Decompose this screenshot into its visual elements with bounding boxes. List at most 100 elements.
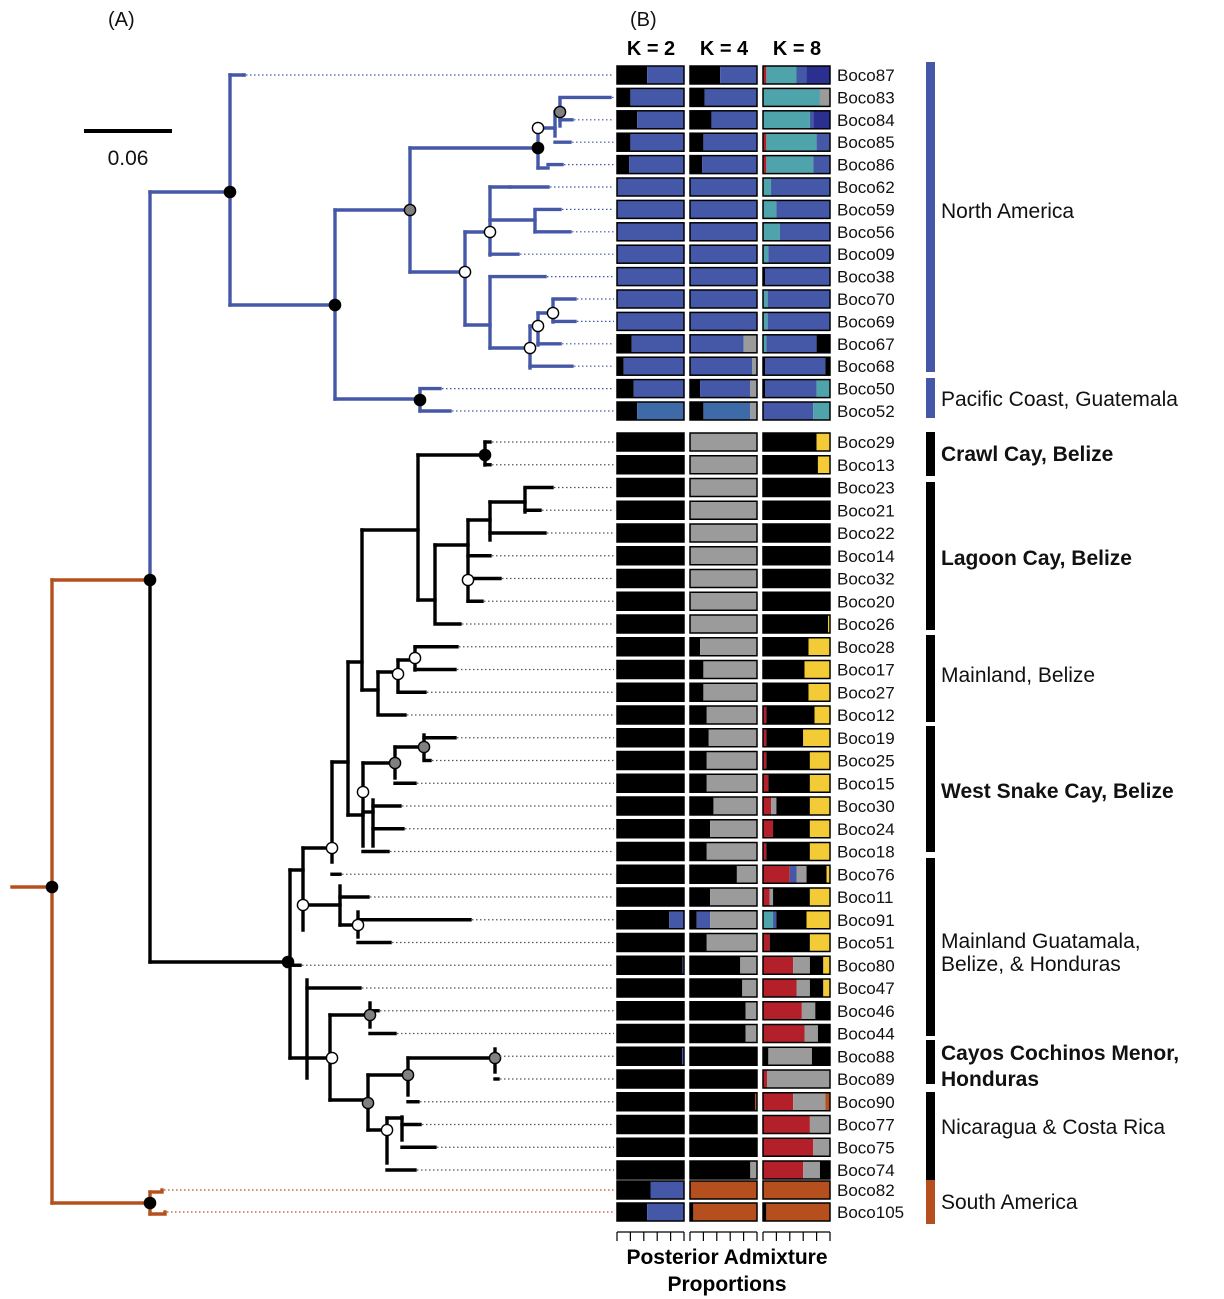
admixture-segment-north_america xyxy=(617,245,684,264)
admixture-bar-outline xyxy=(689,819,758,839)
admixture-segment-central_america xyxy=(690,1092,755,1111)
admixture-segment-central_america xyxy=(815,1001,830,1020)
admixture-segment-central_america xyxy=(816,334,830,353)
admixture-segment-central_america xyxy=(690,1115,757,1134)
admixture-bar-k2-boco24 xyxy=(616,819,685,839)
admixture-bar-k2-boco69 xyxy=(616,311,685,332)
sample-label-boco105: Boco105 xyxy=(837,1203,904,1222)
admixture-segment-central_america xyxy=(617,637,684,656)
admixture-bar-k4-boco15 xyxy=(689,773,758,793)
admixture-segment-grey xyxy=(745,1024,757,1043)
admixture-segment-grey xyxy=(706,774,757,793)
admixture-segment-steel xyxy=(703,402,751,420)
admixture-bar-k4-boco12 xyxy=(689,705,758,725)
admixture-bar-k8-boco32 xyxy=(762,568,831,589)
sample-label-boco85: Boco85 xyxy=(837,133,895,152)
admixture-bar-outline xyxy=(616,568,685,589)
tree-node xyxy=(553,105,567,119)
admixture-segment-north_america xyxy=(647,1203,684,1221)
admixture-segment-grey xyxy=(703,660,757,679)
admixture-bar-outline xyxy=(762,1137,831,1157)
admixture-bar-outline xyxy=(689,1069,758,1089)
admixture-bar-outline xyxy=(616,1023,685,1044)
group-bracket-mainland-guatamala-belize-honduras xyxy=(926,858,935,1036)
admixture-bar-k2-boco105 xyxy=(616,1202,685,1222)
group-bracket-cayos-cochinos-menor-honduras xyxy=(926,1040,935,1084)
admixture-segment-north_america xyxy=(765,357,826,376)
admixture-bar-outline xyxy=(762,705,831,725)
sample-label-boco28: Boco28 xyxy=(837,638,895,657)
sample-label-boco26: Boco26 xyxy=(837,615,895,634)
admixture-bar-k4-boco38 xyxy=(689,266,758,287)
admixture-bar-k4-boco91 xyxy=(689,910,758,930)
admixture-segment-central_america xyxy=(763,357,766,376)
admixture-bar-k8-boco09 xyxy=(762,244,831,264)
admixture-segment-central_america xyxy=(811,1047,830,1066)
admixture-segment-north_america xyxy=(623,357,684,376)
admixture-bar-outline xyxy=(689,568,758,589)
admixture-segment-grey xyxy=(706,933,757,952)
admixture-bar-outline xyxy=(689,1046,758,1066)
admixture-segment-central_america xyxy=(690,933,707,952)
admixture-segment-yellow xyxy=(809,933,830,952)
admixture-bar-outline xyxy=(616,266,685,287)
admixture-bar-outline xyxy=(762,199,831,220)
admixture-bar-outline xyxy=(616,401,685,421)
k2-header: K = 2 xyxy=(627,38,675,60)
group-label-lagoon-cay-belize: Lagoon Cay, Belize xyxy=(941,547,1132,570)
admixture-segment-central_america xyxy=(690,819,711,838)
admixture-bar-k2-boco89 xyxy=(616,1069,685,1089)
axis-title-line-1: Posterior Admixture xyxy=(626,1246,827,1269)
admixture-segment-central_america xyxy=(763,478,830,497)
admixture-bar-outline xyxy=(762,378,831,399)
admixture-bar-outline xyxy=(762,500,831,520)
admixture-bar-outline xyxy=(762,1069,831,1089)
admixture-bar-k2-boco14 xyxy=(616,546,685,566)
admixture-bar-k4-boco87 xyxy=(689,65,758,85)
admixture-segment-central_america xyxy=(766,706,815,724)
admixture-segment-north_america xyxy=(789,865,797,884)
admixture-bar-k2-boco52 xyxy=(616,401,685,421)
admixture-bar-k8-boco89 xyxy=(762,1069,831,1089)
admixture-bar-outline xyxy=(689,432,758,452)
admixture-bar-k8-boco13 xyxy=(762,455,831,475)
admixture-bar-outline xyxy=(616,910,685,930)
scale-bar-label: 0.06 xyxy=(108,147,149,170)
tree-node xyxy=(458,265,472,279)
admixture-segment-central_america xyxy=(763,455,818,474)
admixture-segment-teal xyxy=(763,245,769,264)
admixture-bar-outline xyxy=(689,289,758,309)
admixture-bar-outline xyxy=(762,659,831,680)
group-bracket-pacific-coast-guatemala xyxy=(926,378,935,418)
admixture-segment-central_america xyxy=(617,728,684,747)
sample-label-boco75: Boco75 xyxy=(837,1138,895,1157)
admixture-segment-grey xyxy=(801,1001,816,1020)
admixture-bar-outline xyxy=(689,887,758,907)
admixture-bar-k2-boco15 xyxy=(616,773,685,793)
admixture-segment-grey xyxy=(736,865,757,884)
admixture-bar-outline xyxy=(762,1001,831,1021)
tree-node xyxy=(328,298,342,312)
admixture-segment-central_america xyxy=(617,706,684,724)
admixture-segment-central_america xyxy=(617,88,631,107)
admixture-segment-central_america xyxy=(763,569,830,588)
admixture-bar-k4-boco11 xyxy=(689,887,758,907)
admixture-bar-k2-boco20 xyxy=(616,591,685,611)
admixture-segment-north_america xyxy=(633,379,684,398)
sample-label-boco23: Boco23 xyxy=(837,479,895,498)
admixture-segment-central_america xyxy=(617,66,648,84)
admixture-segment-north_america xyxy=(763,402,814,420)
admixture-bar-k8-boco68 xyxy=(762,356,831,376)
admixture-bar-k4-boco25 xyxy=(689,750,758,771)
admixture-bar-outline xyxy=(689,154,758,175)
admixture-bar-k4-boco24 xyxy=(689,819,758,839)
admixture-bar-k8-boco80 xyxy=(762,955,831,975)
admixture-bar-k8-boco22 xyxy=(762,523,831,543)
admixture-bar-k2-boco76 xyxy=(616,864,685,884)
admixture-bar-outline xyxy=(762,401,831,421)
tree-node xyxy=(356,785,370,799)
sample-label-boco19: Boco19 xyxy=(837,729,895,748)
admixture-bar-outline xyxy=(616,289,685,309)
admixture-segment-central_america xyxy=(690,155,703,174)
admixture-bar-outline xyxy=(616,682,685,702)
